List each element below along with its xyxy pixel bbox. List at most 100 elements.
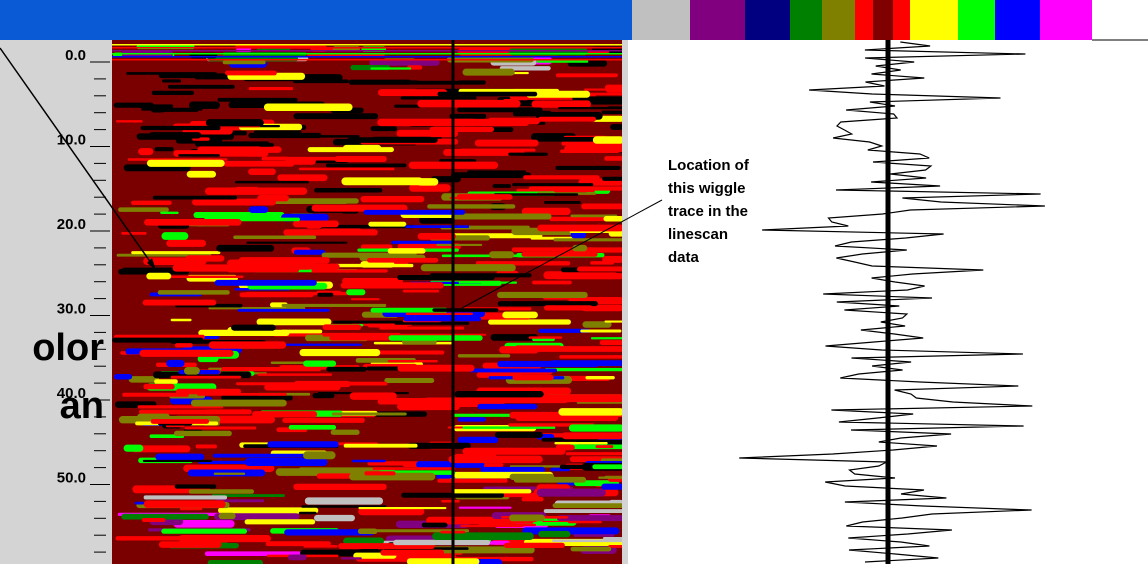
scan-texture bbox=[543, 201, 581, 204]
scan-texture bbox=[453, 453, 497, 461]
scan-texture bbox=[387, 333, 487, 336]
scan-texture bbox=[462, 68, 515, 76]
scan-texture bbox=[322, 332, 401, 337]
scan-texture bbox=[178, 154, 220, 157]
scan-texture bbox=[509, 473, 555, 480]
scan-texture bbox=[334, 263, 414, 268]
scan-texture bbox=[561, 432, 624, 440]
palette-swatch bbox=[855, 0, 873, 40]
scan-texture bbox=[222, 60, 266, 65]
scan-texture bbox=[467, 170, 526, 173]
scan-texture bbox=[421, 522, 448, 528]
scan-texture bbox=[477, 403, 538, 410]
scan-texture bbox=[436, 243, 483, 246]
scan-texture bbox=[552, 539, 624, 543]
scan-texture bbox=[397, 402, 461, 411]
scan-texture bbox=[601, 483, 624, 490]
scan-texture bbox=[173, 520, 235, 528]
scan-texture bbox=[326, 366, 367, 372]
scan-texture bbox=[532, 280, 572, 285]
scan-texture bbox=[595, 445, 614, 449]
scan-texture bbox=[160, 211, 179, 215]
scan-texture bbox=[416, 178, 439, 186]
scan-texture bbox=[112, 47, 622, 49]
scan-texture bbox=[543, 509, 624, 513]
palette-swatch bbox=[910, 0, 958, 40]
scan-texture bbox=[358, 508, 425, 516]
scan-texture bbox=[261, 156, 366, 161]
scan-texture bbox=[502, 311, 538, 319]
scan-texture bbox=[237, 308, 330, 312]
scan-texture bbox=[536, 60, 589, 63]
depth-label: 20.0 bbox=[57, 216, 86, 233]
depth-label: 50.0 bbox=[57, 469, 86, 486]
scan-texture bbox=[257, 373, 333, 376]
scan-texture bbox=[559, 355, 624, 359]
scan-texture bbox=[535, 136, 604, 142]
scan-texture bbox=[298, 167, 395, 171]
scan-texture bbox=[580, 329, 622, 333]
scan-texture bbox=[146, 159, 225, 167]
scan-texture bbox=[350, 298, 380, 301]
scan-texture bbox=[293, 483, 387, 490]
scan-texture bbox=[221, 395, 293, 401]
scan-texture bbox=[223, 160, 295, 167]
scan-texture bbox=[161, 528, 248, 534]
scan-texture bbox=[437, 478, 508, 483]
scan-texture bbox=[248, 168, 276, 176]
scan-texture bbox=[142, 299, 217, 306]
scan-texture bbox=[378, 89, 448, 97]
scan-texture bbox=[316, 135, 360, 138]
scan-texture bbox=[432, 308, 499, 312]
scan-texture bbox=[370, 126, 398, 132]
scan-texture bbox=[509, 514, 545, 522]
scan-texture bbox=[342, 278, 403, 284]
depth-label: 30.0 bbox=[57, 300, 86, 317]
scan-texture bbox=[454, 390, 544, 398]
scan-texture bbox=[432, 532, 534, 541]
scan-texture bbox=[581, 203, 624, 210]
scan-texture bbox=[215, 499, 265, 503]
scan-texture bbox=[166, 239, 207, 247]
scan-texture bbox=[387, 248, 426, 254]
scan-texture bbox=[456, 107, 543, 113]
scan-texture bbox=[131, 445, 191, 453]
axis-panel bbox=[0, 0, 112, 564]
caption-line: an bbox=[60, 385, 104, 427]
scan-texture bbox=[211, 494, 285, 497]
scan-texture bbox=[322, 324, 362, 331]
scan-texture bbox=[598, 476, 624, 479]
scan-texture bbox=[538, 530, 571, 538]
palette-swatch bbox=[790, 0, 822, 40]
scan-texture bbox=[592, 464, 624, 470]
scan-texture bbox=[204, 187, 308, 195]
palette-swatch bbox=[1040, 0, 1092, 40]
scan-texture bbox=[148, 132, 202, 139]
scan-texture bbox=[248, 132, 322, 139]
scan-texture bbox=[320, 228, 361, 232]
scan-texture bbox=[258, 143, 274, 147]
title-bar bbox=[0, 0, 632, 40]
scan-texture bbox=[387, 359, 438, 363]
scan-texture bbox=[552, 503, 624, 508]
scan-texture bbox=[162, 79, 182, 83]
scan-texture bbox=[121, 513, 209, 520]
scan-texture bbox=[121, 232, 147, 235]
scan-texture bbox=[137, 413, 170, 420]
scan-texture bbox=[244, 519, 316, 525]
linescan-image bbox=[112, 40, 624, 567]
scan-texture bbox=[377, 398, 477, 405]
caption-line: olor bbox=[32, 327, 104, 369]
scan-texture bbox=[267, 441, 339, 448]
scan-texture bbox=[592, 136, 624, 144]
scan-texture bbox=[197, 355, 219, 363]
scan-texture bbox=[549, 360, 624, 367]
scan-texture bbox=[346, 289, 366, 296]
scan-texture bbox=[143, 495, 228, 500]
scan-texture bbox=[343, 443, 418, 448]
scan-texture bbox=[205, 119, 264, 127]
scan-texture bbox=[158, 541, 222, 548]
scan-texture bbox=[456, 194, 513, 200]
scan-texture bbox=[499, 346, 539, 354]
scan-texture bbox=[170, 375, 242, 379]
